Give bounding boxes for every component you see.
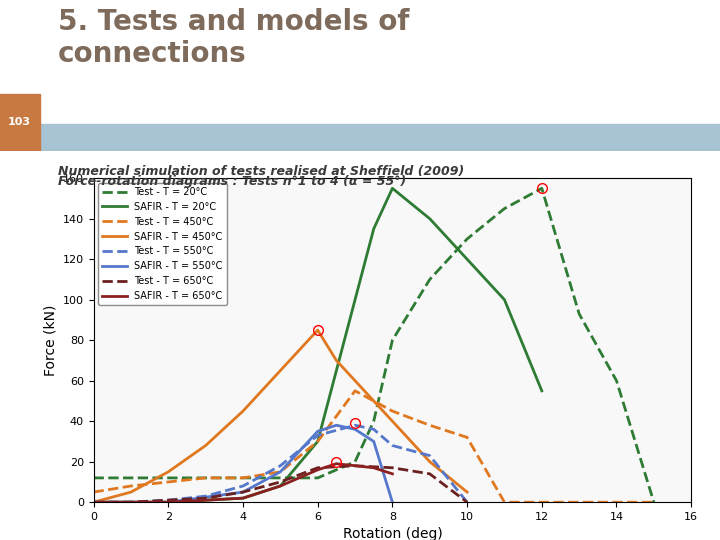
X-axis label: Rotation (deg): Rotation (deg) [343,528,442,540]
Text: Numerical simulation of tests realised at Sheffield (2009): Numerical simulation of tests realised a… [58,165,464,178]
FancyBboxPatch shape [0,94,40,151]
Y-axis label: Force (kN): Force (kN) [43,305,57,376]
Text: 5. Tests and models of
connections: 5. Tests and models of connections [58,8,409,68]
Text: Force-rotation diagrams : Tests n°1 to 4 (α = 55°): Force-rotation diagrams : Tests n°1 to 4… [58,176,406,188]
Text: 103: 103 [8,118,31,127]
Legend: Test - T = 20°C, SAFIR - T = 20°C, Test - T = 450°C, SAFIR - T = 450°C, Test - T: Test - T = 20°C, SAFIR - T = 20°C, Test … [99,183,227,305]
FancyBboxPatch shape [40,124,720,151]
